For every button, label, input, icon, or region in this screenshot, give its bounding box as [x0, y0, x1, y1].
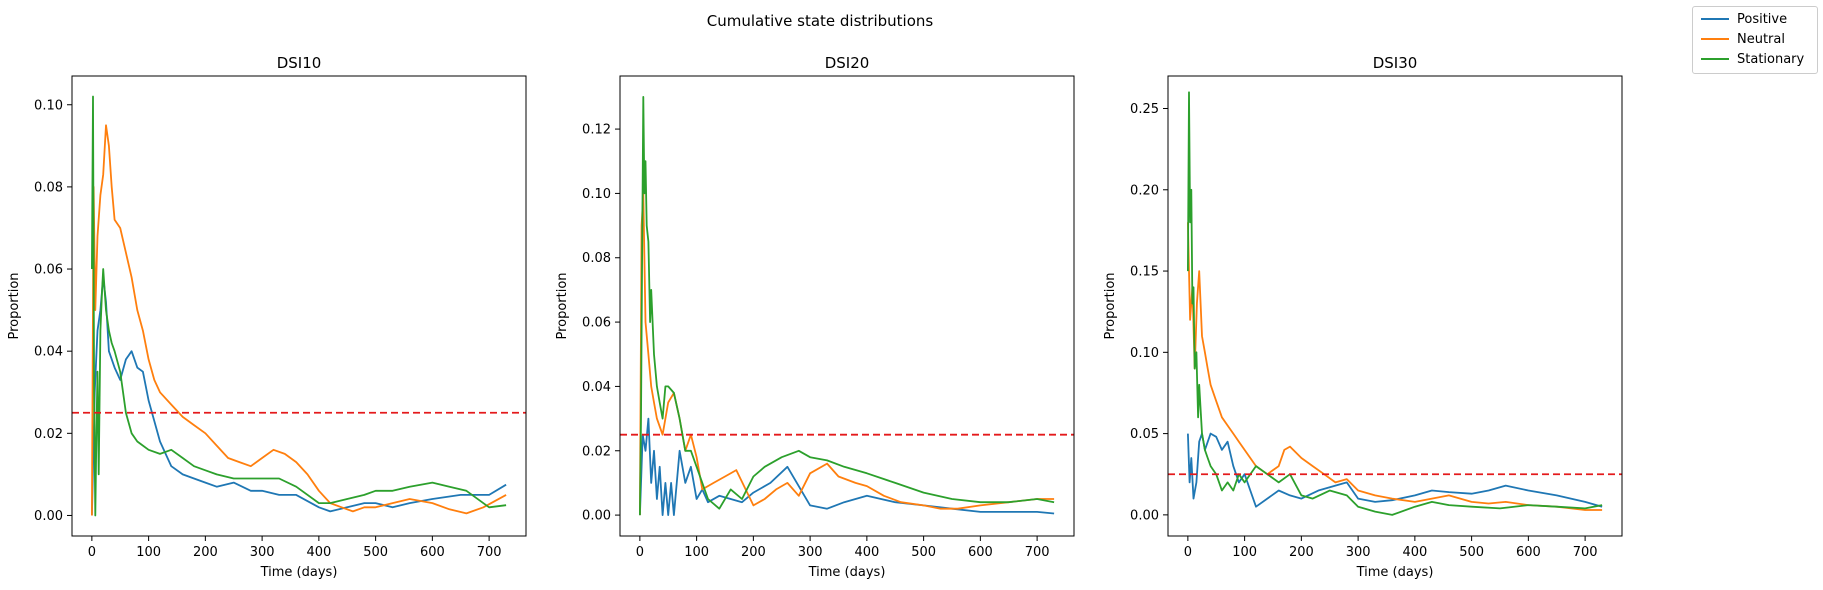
legend-entry-neutral: Neutral	[1701, 29, 1785, 49]
y-axis-label: Proportion	[555, 272, 570, 339]
y-tick-label: 0.08	[582, 251, 611, 266]
x-tick-label: 700	[1025, 545, 1050, 560]
y-axis-label: Proportion	[1103, 272, 1118, 339]
x-tick-label: 100	[1232, 545, 1257, 560]
axes-frame	[619, 75, 1075, 537]
figure-title: Cumulative state distributions	[706, 12, 934, 30]
x-tick-label: 0	[1184, 545, 1192, 560]
x-tick-label: 600	[968, 545, 993, 560]
legend-swatch-positive	[1701, 18, 1729, 20]
x-axis-label: Time (days)	[1356, 565, 1434, 580]
y-tick-label: 0.02	[582, 444, 611, 459]
x-tick-label: 400	[1402, 545, 1427, 560]
legend: Positive Neutral Stationary	[1692, 6, 1818, 74]
chart-panel-dsi30: 0 100 200 300 400 500 600 700 0.00 0.05 0.10 0.15 0.…	[1103, 54, 1623, 580]
series-line-stationary	[1187, 91, 1603, 516]
x-tick-label: 500	[1459, 545, 1484, 560]
x-tick-label: 200	[741, 545, 766, 560]
legend-entry-stationary: Stationary	[1701, 49, 1804, 69]
y-axis-label: Proportion	[7, 272, 22, 339]
legend-label-stationary: Stationary	[1737, 51, 1805, 67]
x-tick-label: 400	[854, 545, 879, 560]
chart-panel-dsi10: 0 100 200 300 400 500 600 700 0.00 0.02 0.04 0.06 0.…	[7, 54, 527, 580]
x-tick-label: 600	[1516, 545, 1541, 560]
y-tick-label: 0.25	[1130, 102, 1159, 117]
chart-panel-dsi20: 0 100 200 300 400 500 600 700 0.00 0.02 0.04 0.06 0.…	[555, 54, 1075, 580]
x-tick-label: 200	[193, 545, 218, 560]
x-tick-label: 400	[306, 545, 331, 560]
y-tick-label: 0.06	[582, 316, 611, 331]
axes-frame	[71, 75, 527, 537]
legend-label-positive: Positive	[1737, 11, 1788, 27]
series-line-positive	[91, 276, 507, 516]
legend-swatch-neutral	[1701, 38, 1729, 40]
x-tick-label: 0	[636, 545, 644, 560]
y-tick-label: 0.04	[34, 345, 63, 360]
x-axis-label: Time (days)	[808, 565, 886, 580]
y-tick-label: 0.10	[34, 98, 63, 113]
axes-frame	[1167, 75, 1623, 537]
x-tick-label: 0	[88, 545, 96, 560]
x-tick-label: 100	[136, 545, 161, 560]
x-tick-label: 700	[477, 545, 502, 560]
y-tick-label: 0.00	[1130, 508, 1159, 523]
y-tick-label: 0.10	[1130, 346, 1159, 361]
y-tick-label: 0.08	[34, 180, 63, 195]
x-tick-label: 100	[684, 545, 709, 560]
series-line-stationary	[639, 96, 1055, 516]
y-tick-label: 0.00	[582, 509, 611, 524]
y-tick-label: 0.05	[1130, 427, 1159, 442]
y-tick-label: 0.04	[582, 380, 611, 395]
series-line-neutral	[639, 192, 1055, 516]
series-line-neutral	[91, 124, 507, 516]
x-tick-label: 200	[1289, 545, 1314, 560]
legend-entry-positive: Positive	[1701, 9, 1787, 29]
x-tick-label: 600	[420, 545, 445, 560]
y-tick-label: 0.00	[34, 509, 63, 524]
y-tick-label: 0.10	[582, 187, 611, 202]
x-tick-label: 300	[250, 545, 275, 560]
y-tick-label: 0.12	[582, 123, 611, 138]
series-line-stationary	[91, 95, 507, 517]
chart-title: DSI20	[825, 54, 870, 72]
legend-label-neutral: Neutral	[1737, 31, 1785, 47]
x-tick-label: 500	[911, 545, 936, 560]
y-tick-label: 0.15	[1130, 265, 1159, 280]
x-tick-label: 300	[798, 545, 823, 560]
y-tick-label: 0.20	[1130, 183, 1159, 198]
x-tick-label: 700	[1573, 545, 1598, 560]
x-axis-label: Time (days)	[260, 565, 338, 580]
chart-title: DSI10	[277, 54, 322, 72]
legend-swatch-stationary	[1701, 58, 1729, 60]
y-tick-label: 0.06	[34, 263, 63, 278]
series-line-neutral	[1187, 222, 1603, 511]
series-line-positive	[1187, 432, 1603, 508]
x-tick-label: 500	[363, 545, 388, 560]
x-tick-label: 300	[1346, 545, 1371, 560]
chart-title: DSI30	[1373, 54, 1418, 72]
y-tick-label: 0.02	[34, 427, 63, 442]
